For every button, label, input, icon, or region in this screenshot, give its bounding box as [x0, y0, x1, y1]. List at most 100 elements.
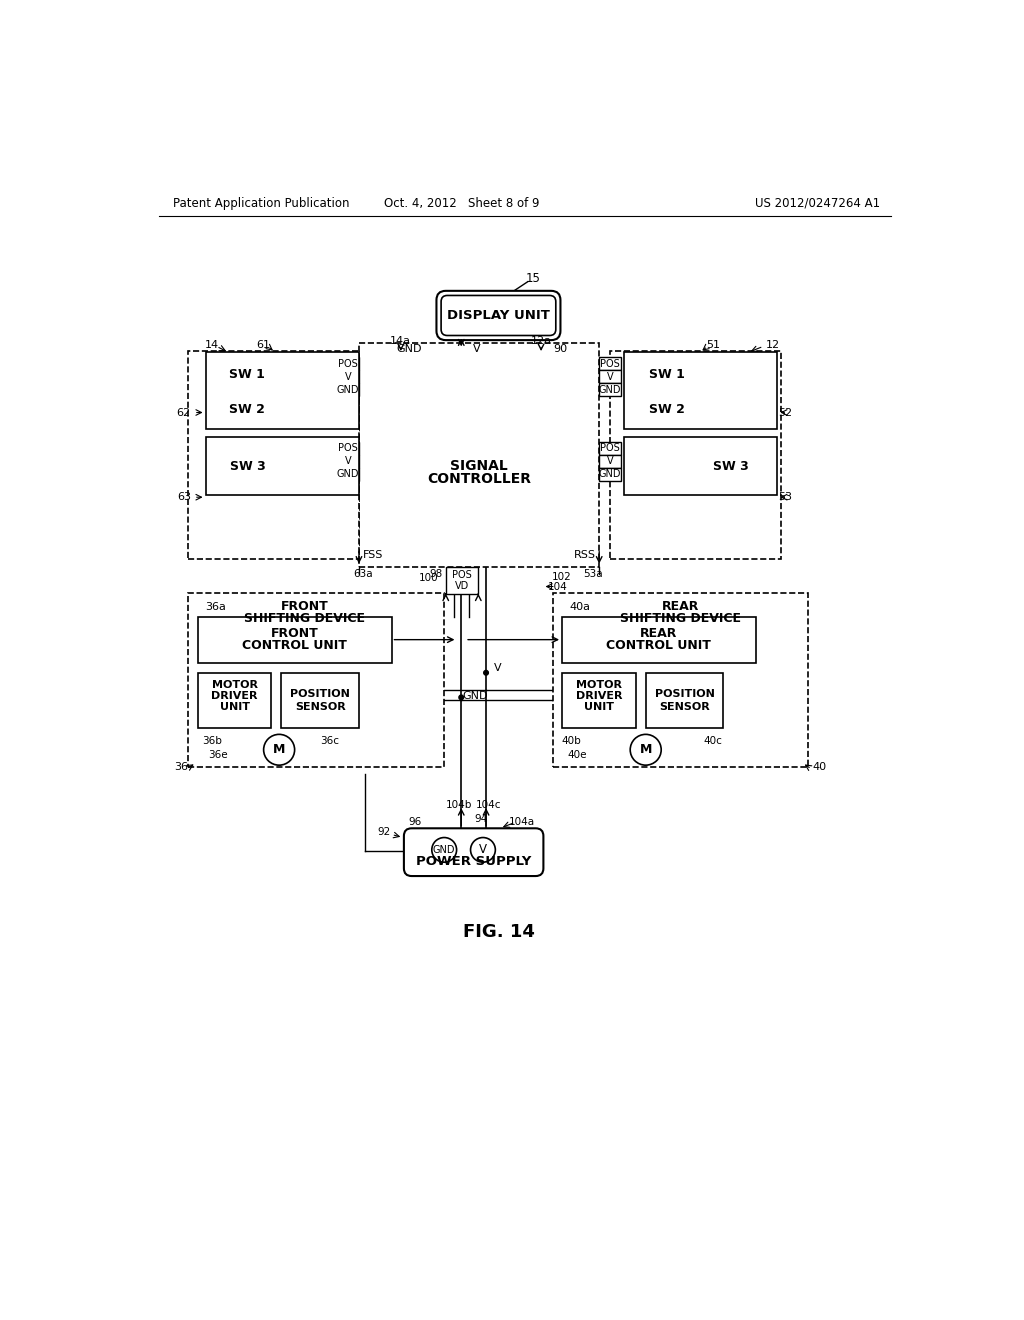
Circle shape: [630, 734, 662, 766]
Text: 62: 62: [177, 408, 190, 417]
Bar: [599, 358, 621, 370]
Bar: [198, 616, 391, 663]
Bar: [599, 383, 621, 396]
Text: POS: POS: [600, 444, 620, 453]
Text: 36c: 36c: [319, 735, 339, 746]
Text: 40e: 40e: [567, 750, 587, 760]
FancyBboxPatch shape: [441, 296, 556, 335]
Text: 63: 63: [177, 492, 190, 502]
Text: GND: GND: [433, 845, 456, 855]
Text: CONTROL UNIT: CONTROL UNIT: [606, 639, 712, 652]
Text: 36e: 36e: [208, 750, 227, 760]
Text: POWER SUPPLY: POWER SUPPLY: [416, 855, 531, 869]
Text: 61: 61: [257, 339, 270, 350]
Text: SENSOR: SENSOR: [295, 702, 345, 711]
Circle shape: [471, 837, 496, 862]
Text: V: V: [345, 457, 351, 466]
Text: SHIFTING DEVICE: SHIFTING DEVICE: [621, 612, 741, 626]
Text: FIG. 14: FIG. 14: [463, 923, 535, 941]
Text: 92: 92: [377, 828, 390, 837]
Text: V: V: [494, 663, 502, 673]
Text: V: V: [607, 457, 613, 466]
Text: POS: POS: [453, 570, 472, 579]
Text: SW 1: SW 1: [648, 368, 685, 381]
Text: 40a: 40a: [569, 602, 591, 611]
Bar: [599, 442, 621, 455]
Text: 104b: 104b: [445, 800, 472, 810]
Text: 102: 102: [552, 572, 571, 582]
Bar: [610, 351, 780, 558]
Bar: [632, 392, 701, 426]
Bar: [624, 437, 777, 495]
Text: 104c: 104c: [475, 800, 501, 810]
Text: 63a: 63a: [353, 569, 373, 579]
Text: 14a: 14a: [390, 335, 412, 346]
Text: DRIVER: DRIVER: [575, 690, 622, 701]
Bar: [206, 437, 359, 495]
Text: 98: 98: [430, 569, 443, 579]
Bar: [337, 455, 359, 469]
Text: CONTROLLER: CONTROLLER: [427, 473, 531, 487]
Text: SW 2: SW 2: [228, 403, 264, 416]
Text: SENSOR: SENSOR: [659, 702, 710, 711]
FancyBboxPatch shape: [436, 290, 560, 341]
Bar: [337, 358, 359, 370]
Bar: [553, 594, 809, 767]
Text: 12: 12: [766, 339, 780, 350]
Circle shape: [432, 837, 457, 862]
Text: 40b: 40b: [561, 735, 582, 746]
Bar: [646, 673, 723, 729]
Bar: [562, 673, 636, 729]
Text: V: V: [345, 372, 351, 381]
Text: FRONT: FRONT: [281, 601, 329, 612]
Text: SW 2: SW 2: [648, 403, 685, 416]
Text: Oct. 4, 2012   Sheet 8 of 9: Oct. 4, 2012 Sheet 8 of 9: [384, 197, 539, 210]
Text: FSS: FSS: [362, 550, 383, 560]
FancyBboxPatch shape: [403, 829, 544, 876]
Text: V: V: [479, 843, 487, 857]
Text: MOTOR: MOTOR: [575, 680, 622, 690]
Text: CONTROL UNIT: CONTROL UNIT: [243, 639, 347, 652]
Text: FRONT: FRONT: [270, 627, 318, 640]
Bar: [337, 370, 359, 383]
Bar: [599, 469, 621, 480]
Text: 40c: 40c: [703, 735, 723, 746]
Text: RSS: RSS: [574, 550, 596, 560]
Bar: [624, 352, 777, 429]
Text: GND: GND: [463, 690, 488, 701]
Text: 94: 94: [474, 814, 487, 824]
Bar: [206, 352, 359, 429]
Text: M: M: [640, 743, 652, 756]
Text: UNIT: UNIT: [219, 702, 250, 711]
Text: M: M: [273, 743, 286, 756]
Text: REAR: REAR: [640, 627, 678, 640]
Text: 90: 90: [553, 343, 567, 354]
Bar: [337, 469, 359, 480]
Bar: [188, 594, 444, 767]
Text: UNIT: UNIT: [584, 702, 613, 711]
Bar: [337, 383, 359, 396]
Text: GND: GND: [396, 343, 422, 354]
Text: 36b: 36b: [202, 735, 221, 746]
Text: V: V: [607, 372, 613, 381]
Circle shape: [483, 671, 488, 675]
Bar: [212, 358, 282, 392]
Text: 100: 100: [419, 573, 438, 583]
Text: 52: 52: [778, 408, 793, 417]
Text: SW 1: SW 1: [228, 368, 264, 381]
Text: DRIVER: DRIVER: [211, 690, 258, 701]
Text: 36: 36: [174, 762, 187, 772]
Text: 53: 53: [778, 492, 793, 502]
Text: SW 3: SW 3: [230, 459, 266, 473]
Text: 12a: 12a: [530, 335, 552, 346]
Bar: [599, 370, 621, 383]
Text: V: V: [473, 343, 480, 354]
Bar: [359, 343, 599, 566]
Text: SIGNAL: SIGNAL: [451, 459, 508, 474]
Bar: [337, 442, 359, 455]
Bar: [562, 616, 756, 663]
Text: 14: 14: [205, 339, 219, 350]
Text: POS: POS: [600, 359, 620, 368]
Bar: [198, 673, 271, 729]
Text: US 2012/0247264 A1: US 2012/0247264 A1: [755, 197, 881, 210]
